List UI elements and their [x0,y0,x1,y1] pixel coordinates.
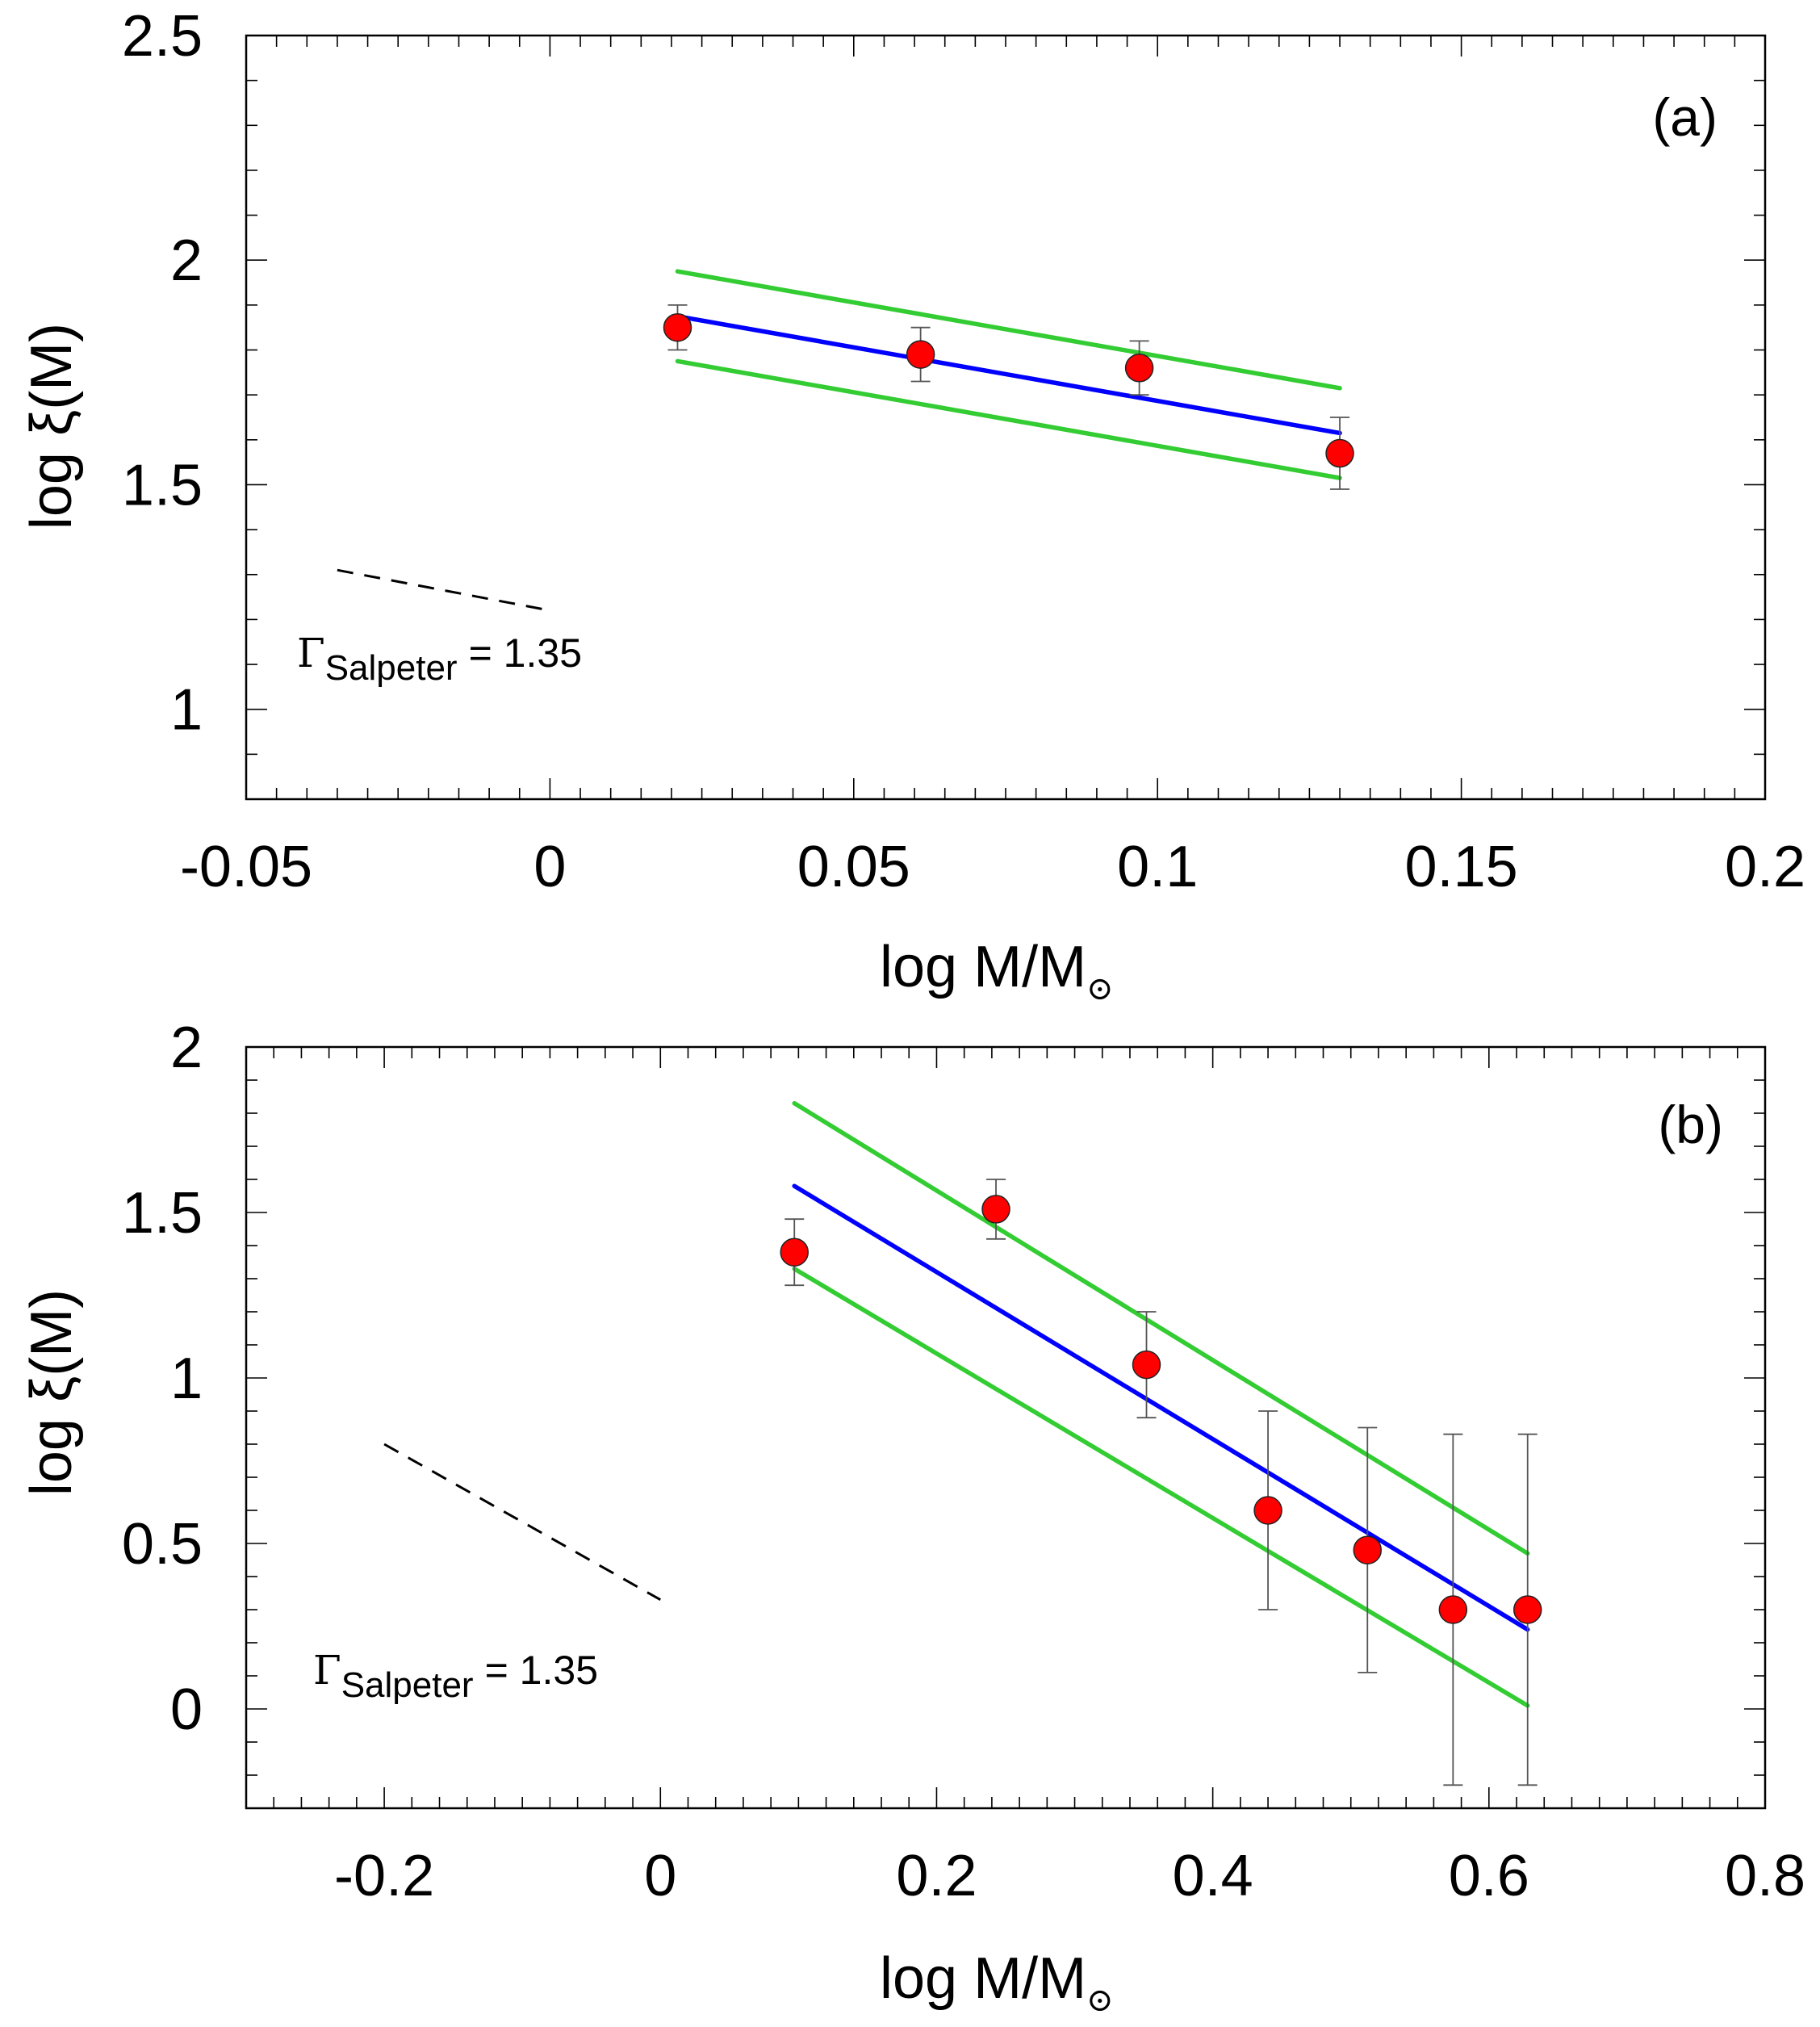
x-tick-label: 0.1 [1117,835,1198,899]
x-tick-label: 0.05 [797,835,910,899]
salpeter-annotation: ΓSalpeter = 1.35 [313,1647,598,1705]
y-tick-label: 1.5 [122,453,203,517]
x-tick-label: -0.05 [180,835,312,899]
data-point [906,340,935,369]
panel-a: -0.05 0 0.05 0.1 0.15 0.2 1 1.5 2 2.5 (a) ΓSalpet… [19,4,1805,1007]
data-point [1512,1595,1542,1624]
data-point [1124,354,1154,383]
data-point [1132,1350,1161,1380]
salpeter-value: = 1.35 [485,1648,598,1693]
data-point [780,1238,809,1267]
x-tick-label: 0 [533,835,566,899]
lower-bound-line [675,358,1342,480]
x-axis-label: log M/M⊙ [880,935,1114,1007]
data-point [1438,1595,1468,1624]
x-tick-label: 0 [644,1844,676,1908]
salpeter-subscript: Salpeter [341,1665,474,1705]
x-tick-label: -0.2 [334,1844,434,1908]
y-tick-label: 1 [170,678,203,743]
y-axis-label: log ξ(M) [19,323,84,530]
y-tick-label: 2 [170,1016,203,1080]
data-point [1325,438,1354,468]
y-tick-label: 2.5 [122,4,203,69]
salpeter-annotation: ΓSalpeter = 1.35 [297,630,582,688]
x-tick-label: 0.2 [1725,835,1805,899]
data-point [663,312,692,342]
data-point [1253,1496,1282,1525]
x-tick-label: 0.15 [1405,835,1518,899]
data-point [1353,1535,1383,1564]
y-tick-label: 1 [170,1346,203,1411]
gamma-symbol: Γ [313,1647,341,1694]
x-tick-label: 0.4 [1173,1844,1253,1908]
y-tick-label: 1.5 [122,1181,203,1246]
x-tick-label: 0.8 [1725,1844,1805,1908]
fit-line [792,1183,1530,1632]
y-tick-label: 0.5 [122,1512,203,1577]
data-point [981,1195,1010,1224]
salpeter-value: = 1.35 [469,630,582,676]
gamma-symbol: Γ [297,630,325,676]
fit-line [675,314,1342,436]
panel-label: (b) [1658,1095,1723,1154]
salpeter-reference-line [337,568,550,612]
y-tick-label: 2 [170,228,203,293]
salpeter-subscript: Salpeter [325,648,458,688]
upper-bound-line [675,269,1342,391]
plot-frame [245,1045,1767,1810]
upper-bound-line [792,1100,1530,1556]
y-tick-label: 0 [170,1677,203,1742]
panel-b: -0.2 0 0.2 0.4 0.6 0.8 0 0.5 1 1.5 2 (b) ΓSalpeter… [19,1016,1805,2019]
x-axis-label: log M/M⊙ [880,1946,1114,2019]
y-axis-label: log ξ(M) [19,1289,84,1496]
x-tick-label: 0.2 [896,1844,977,1908]
panel-label: (a) [1652,87,1717,147]
lower-bound-line [792,1266,1530,1708]
x-tick-label: 0.6 [1449,1844,1529,1908]
